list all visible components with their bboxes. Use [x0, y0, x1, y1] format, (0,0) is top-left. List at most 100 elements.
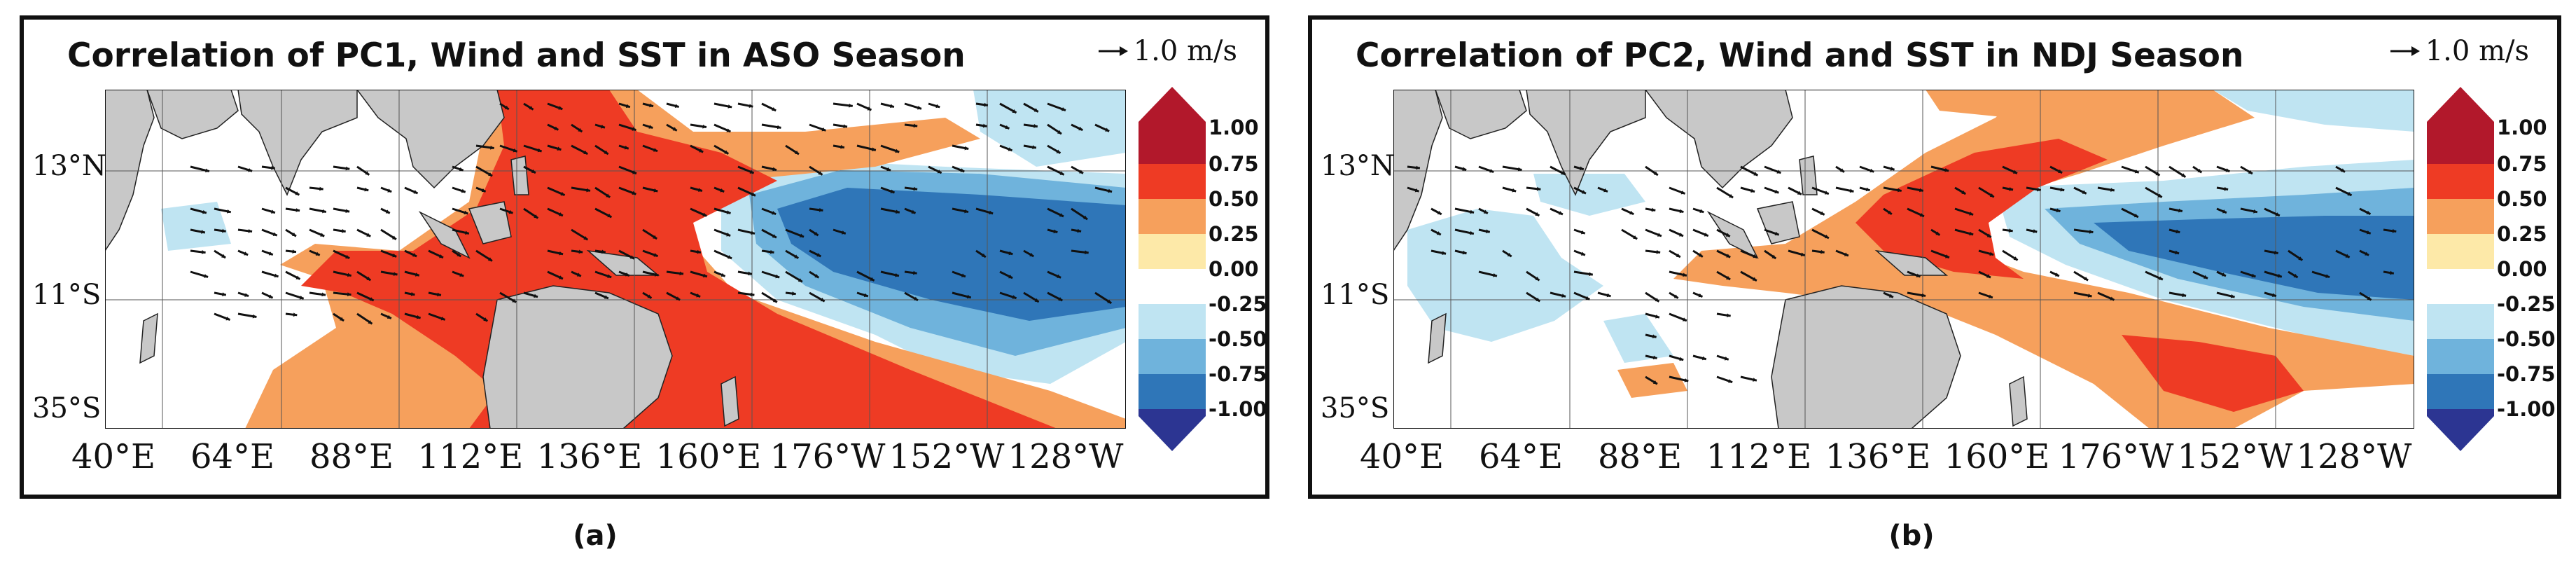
wind-vector-head — [578, 249, 583, 254]
wind-vector-head — [1919, 188, 1923, 193]
wind-vector-head — [2230, 294, 2235, 298]
wind-vector-head — [1058, 297, 1063, 301]
wind-vector-head — [365, 171, 370, 175]
wind-vector-head — [749, 170, 754, 174]
reference-vector-label: 1.0 m/s — [2425, 35, 2529, 67]
wind-vector-head — [504, 105, 509, 109]
wind-vector-head — [2134, 169, 2139, 174]
wind-vector-head — [345, 166, 350, 171]
lat-label: 11°S — [1321, 279, 1390, 311]
colorbar-tick: 0.00 — [1209, 257, 1259, 281]
wind-vector-head — [1462, 167, 1467, 171]
wind-vector-head — [720, 188, 725, 193]
land-australia — [482, 285, 673, 429]
wind-vector-head — [702, 212, 707, 216]
wind-vector-head — [1820, 249, 1825, 254]
wind-vector-head — [1988, 294, 1993, 298]
wind-vector-head — [1774, 231, 1779, 236]
sst-region-light-blue — [2213, 90, 2414, 132]
land-philippines — [1799, 156, 1818, 195]
wind-vector-head — [1005, 125, 1010, 130]
wind-vector-head — [392, 253, 397, 258]
wind-vector-head — [1603, 188, 1608, 193]
wind-vector-head — [1752, 277, 1757, 281]
wind-vector-head — [2158, 276, 2163, 280]
colorbar-cap-bottom — [2427, 409, 2494, 451]
wind-vector-head — [2345, 254, 2350, 258]
wind-vector-head — [1108, 188, 1113, 193]
wind-vector-head — [872, 147, 876, 151]
wind-vector-head — [321, 292, 326, 297]
wind-vector-head — [2133, 213, 2138, 218]
wind-vector-head — [1633, 235, 1638, 240]
wind-vector-head — [1961, 190, 1966, 194]
land-madagascar — [139, 312, 158, 364]
lon-label: 176°W — [770, 437, 886, 476]
colorbar-segment — [1139, 129, 1206, 164]
wind-vector-head — [1442, 251, 1447, 256]
wind-vector-head — [2366, 210, 2371, 214]
wind-vector-head — [534, 294, 538, 298]
wind-vector-head — [794, 150, 799, 155]
wind-vector-head — [295, 275, 300, 279]
wind-vector-head — [727, 255, 732, 259]
wind-vector-head — [2347, 192, 2352, 196]
wind-vector-head — [1870, 168, 1874, 173]
wind-vector-head — [1682, 317, 1687, 322]
wind-vector-head — [1969, 212, 1974, 216]
wind-vector-head — [1580, 251, 1585, 256]
wind-vector-head — [1107, 299, 1112, 303]
wind-vector-head — [1561, 294, 1566, 298]
wind-vector-head — [222, 228, 226, 233]
wind-vector-head — [1470, 230, 1474, 235]
wind-vector-head — [1008, 275, 1013, 279]
wind-vector-head — [625, 272, 629, 277]
wind-vector-head — [2367, 296, 2372, 301]
reference-arrow-icon — [2390, 46, 2420, 56]
wind-vector-head — [2225, 168, 2230, 172]
wind-vector-head — [271, 209, 275, 214]
wind-vector-head — [227, 209, 231, 214]
wind-vector-head — [1986, 233, 1991, 237]
wind-vector-head — [1077, 228, 1082, 233]
wind-vector-head — [794, 254, 799, 258]
wind-vector-head — [322, 209, 326, 214]
wind-vector-head — [1656, 249, 1661, 254]
wind-vector-head — [749, 104, 753, 108]
map-gridlines — [1393, 90, 2414, 429]
wind-vector-head — [792, 291, 796, 296]
wind-vector-head — [913, 270, 917, 275]
colorbar-tick: 0.25 — [2497, 222, 2547, 246]
wind-vector-head — [724, 150, 729, 154]
lat-label: 13°N — [1321, 150, 1395, 182]
wind-vector-head — [625, 104, 630, 109]
wind-vector-head — [1676, 253, 1680, 257]
wind-vector-head — [1989, 251, 1994, 256]
wind-vector-head — [1698, 253, 1703, 257]
lat-label: 35°S — [1321, 392, 1390, 424]
wind-vector-head — [632, 170, 637, 174]
wind-vector-head — [961, 273, 966, 277]
wind-vector-head — [461, 188, 466, 193]
wind-vector-head — [559, 251, 564, 256]
colorbar-tick: 0.50 — [1209, 187, 1259, 211]
colorbar-cap-top — [2427, 87, 2494, 129]
wind-vector-head — [1753, 378, 1757, 382]
wind-vector-head — [1629, 210, 1634, 215]
wind-vector-head — [814, 231, 819, 236]
wind-vectors — [1407, 165, 2397, 385]
wind-vector-head — [201, 230, 205, 234]
wind-vector-head — [647, 294, 652, 298]
wind-vector-head — [1579, 166, 1584, 171]
wind-vector-head — [2224, 186, 2229, 191]
wind-vector-head — [1865, 187, 1870, 192]
wind-vector-head — [410, 291, 415, 296]
correlation-map — [105, 90, 1126, 429]
lon-label: 64°E — [190, 437, 275, 476]
wind-vector-head — [989, 210, 994, 215]
wind-vector-head — [1887, 210, 1892, 214]
panel-a: Correlation of PC1, Wind and SST in ASO … — [20, 15, 1269, 499]
wind-vector-head — [720, 272, 725, 277]
wind-vector-head — [413, 190, 418, 194]
wind-vector-head — [576, 272, 581, 277]
